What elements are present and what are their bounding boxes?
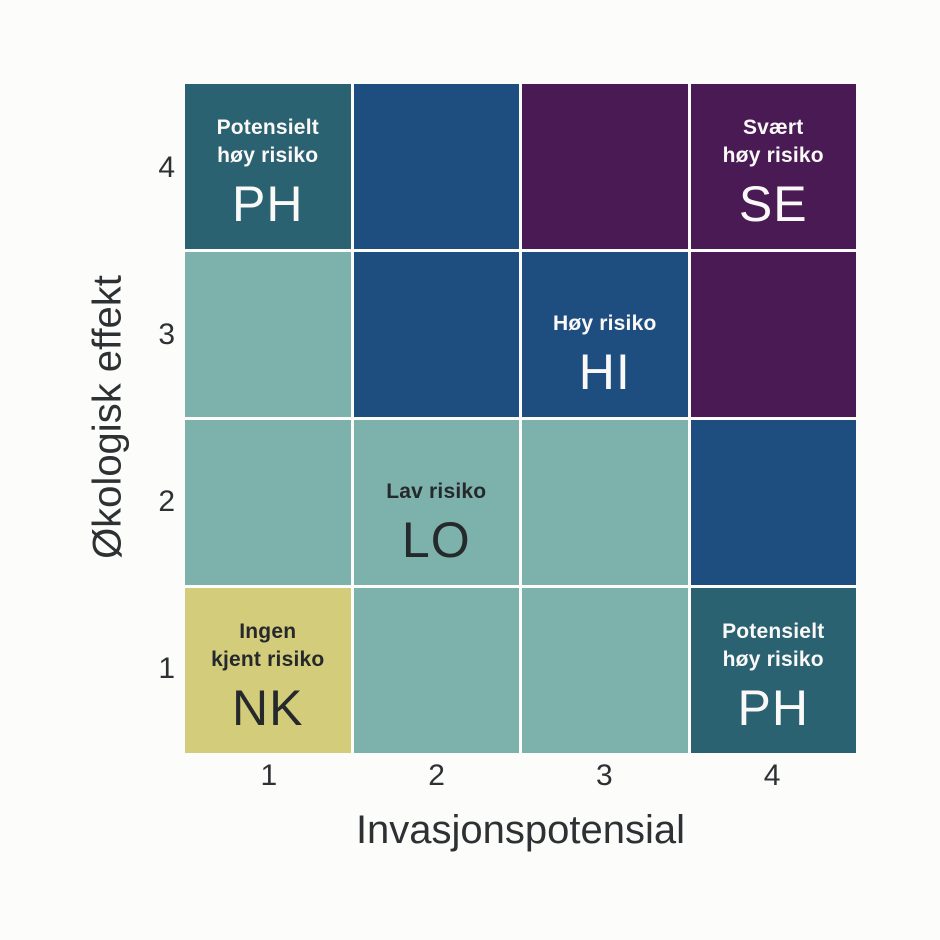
y-axis-ticks: 4 3 2 1 (100, 84, 175, 753)
cell-risk-code: SE (738, 176, 808, 232)
cell-risk-label-line: høy risiko (722, 648, 824, 671)
matrix-cell-x1-y1-NK: Ingen kjent risiko NK (185, 588, 351, 753)
matrix-cell-x1-y3-LO (185, 252, 351, 417)
cell-risk-label-line: Ingen (239, 620, 297, 643)
cell-risk-label: Høy risiko (553, 281, 657, 338)
x-axis-title: Invasjonspotensial (355, 808, 686, 852)
matrix-cell-x2-y2-LO: Lav risiko LO (353, 420, 519, 585)
cell-risk-label: Lav risiko (386, 449, 486, 506)
cell-risk-label-line: Potensielt (722, 620, 825, 643)
cell-risk-label-line: kjent risiko (211, 648, 325, 671)
risk-matrix: Potensielt høy risiko PH Svært høy risiko … (185, 84, 856, 753)
cell-risk-label-line: høy risiko (722, 144, 824, 167)
matrix-cell-x3-y2-LO (522, 420, 688, 585)
x-tick-4: 4 (763, 759, 781, 792)
matrix-cell-x4-y3-SE (690, 252, 856, 417)
cell-risk-label: Potensielt høy risiko (722, 617, 824, 674)
matrix-cell-x3-y4-SE (522, 84, 688, 249)
cell-risk-code: NK (232, 680, 304, 736)
matrix-cell-x4-y1-PH: Potensielt høy risiko PH (690, 588, 856, 753)
cell-risk-code: PH (232, 176, 304, 232)
y-tick-1: 1 (158, 652, 175, 686)
matrix-cell-x1-y4-PH: Potensielt høy risiko PH (185, 84, 351, 249)
matrix-cell-x1-y2-LO (185, 420, 351, 585)
matrix-cell-x2-y3-HI (353, 252, 519, 417)
cell-risk-code: PH (737, 680, 809, 736)
cell-risk-code: LO (401, 512, 471, 568)
y-tick-4: 4 (158, 150, 175, 184)
cell-risk-label: Potensielt høy risiko (217, 113, 319, 170)
x-tick-3: 3 (596, 759, 613, 792)
matrix-cell-x2-y1-LO (353, 588, 519, 753)
cell-risk-label-line: høy risiko (217, 144, 319, 167)
x-axis-ticks: 1 2 3 4 (185, 757, 856, 795)
cell-risk-label: Svært høy risiko (723, 113, 824, 170)
x-tick-1: 1 (260, 759, 278, 792)
cell-risk-label-line: Svært (742, 116, 804, 139)
matrix-cell-x4-y2-HI (690, 420, 856, 585)
cell-risk-label-line: Potensielt (216, 116, 319, 139)
y-tick-3: 3 (158, 317, 175, 351)
y-tick-2: 2 (158, 485, 175, 519)
cell-risk-label-line: Lav risiko (386, 480, 487, 503)
cell-risk-label-line: Høy risiko (552, 312, 657, 335)
matrix-cell-x2-y4-HI (353, 84, 519, 249)
matrix-cell-x4-y4-SE: Svært høy risiko SE (690, 84, 856, 249)
x-tick-2: 2 (428, 759, 445, 792)
cell-risk-code: HI (578, 344, 631, 400)
matrix-cell-x3-y1-LO (522, 588, 688, 753)
matrix-cell-x3-y3-HI: Høy risiko HI (522, 252, 688, 417)
cell-risk-label: Ingen kjent risiko (211, 617, 324, 674)
